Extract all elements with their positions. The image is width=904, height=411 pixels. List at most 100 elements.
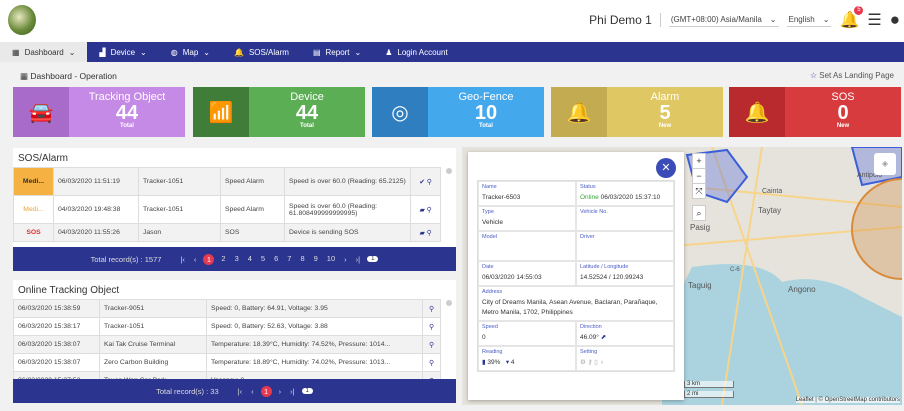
stat-card-1[interactable]: 📶 Device 44 Total	[193, 87, 365, 137]
first-page-button[interactable]: |‹	[180, 254, 185, 264]
location-pin-icon[interactable]: ⚲	[429, 323, 434, 331]
table-row[interactable]: 06/03/2020 15:38:07 Kai Tak Cruise Termi…	[13, 335, 441, 354]
page-button[interactable]: 2	[221, 253, 226, 263]
next-page-button[interactable]: ›	[344, 254, 347, 264]
page-button[interactable]: 7	[287, 253, 292, 263]
tracker-info-popup: ✕ Name Tracker-6503 Status Online 06/03/20…	[468, 152, 684, 400]
table-row[interactable]: Medi... 04/03/2020 19:48:38 Tracker-1051…	[13, 195, 441, 224]
prev-page-button[interactable]: ‹	[251, 386, 254, 396]
page-button[interactable]: 10	[326, 253, 336, 263]
location-pin-icon[interactable]: ⚲	[429, 341, 434, 349]
map-attribution[interactable]: Leaflet | © OpenStreetMap contributors	[795, 397, 900, 403]
nav-label: Device	[110, 47, 136, 57]
table-row[interactable]: 06/03/2020 15:38:59 Tracker-9051 Speed: …	[13, 299, 441, 318]
check-icon[interactable]: ✔	[419, 178, 425, 186]
layers-icon[interactable]: ◈	[874, 153, 896, 175]
location-pin-icon[interactable]: ⚲	[426, 229, 432, 237]
scrollbar[interactable]	[446, 168, 452, 174]
header: Phi Demo 1 (GMT+08:00) Asia/Manila ⌄ Engl…	[0, 0, 904, 42]
name-cell: Zero Carbon Building	[99, 353, 207, 372]
bell-icon: 🔔	[233, 47, 244, 57]
table-row[interactable]: Medi... 06/03/2020 11:51:19 Tracker-1051…	[13, 167, 441, 196]
date-cell: 04/03/2020 19:48:38	[53, 195, 139, 224]
page-button[interactable]: 4	[247, 253, 252, 263]
page-button[interactable]: 1	[260, 385, 272, 397]
date-cell: 04/03/2020 11:55:26	[53, 223, 139, 242]
zoom-out-button[interactable]: −	[692, 168, 706, 184]
nav-dashboard[interactable]: ▦ Dashboard ⌄	[0, 42, 88, 62]
page-select[interactable]: 1	[301, 388, 313, 394]
notification-bell-icon[interactable]: 🔔 5	[839, 6, 864, 30]
card-title: Device	[290, 91, 324, 103]
location-pin-icon[interactable]: ⚲	[429, 359, 434, 367]
scrollbar[interactable]	[446, 300, 452, 306]
dashboard-icon: ▦	[20, 71, 31, 81]
direction-arrow-icon: ⬈	[600, 334, 607, 341]
page-button[interactable]: 6	[274, 253, 279, 263]
fullscreen-icon[interactable]: ⤧	[692, 183, 706, 199]
stat-card-4[interactable]: 🔔 SOS 0 New	[729, 87, 901, 137]
nav-device[interactable]: ▟ Device ⌄	[87, 42, 158, 62]
nav-login-account[interactable]: ♟ Login Account	[373, 42, 459, 62]
search-icon[interactable]: ⌕	[692, 205, 706, 221]
nav-sos-alarm[interactable]: 🔔 SOS/Alarm	[222, 42, 301, 62]
card-sub: Total	[120, 123, 134, 129]
user-name: Phi Demo 1	[589, 13, 661, 27]
language-value: English	[788, 15, 815, 24]
location-pin-icon[interactable]: ⚲	[429, 305, 434, 313]
page-select[interactable]: 1	[367, 256, 379, 262]
place-label: Antipolo	[857, 172, 882, 179]
table-row[interactable]: 06/03/2020 15:38:17 Tracker-1051 Speed: …	[13, 317, 441, 336]
info-cell: Speed: 0, Battery: 52.63, Voltage: 3.88	[206, 317, 423, 336]
location-pin-icon[interactable]: ⚲	[429, 378, 434, 380]
stat-card-0[interactable]: 🚘 Tracking Object 44 Total	[13, 87, 185, 137]
table-row[interactable]: SOS 04/03/2020 11:55:26 Jason SOS Device…	[13, 223, 441, 242]
table-row[interactable]: 06/03/2020 15:38:07 Zero Carbon Building…	[13, 353, 441, 372]
folder-icon[interactable]: ▰	[419, 229, 425, 237]
set-landing-page-link[interactable]: ☆ Set As Landing Page	[810, 71, 894, 80]
field-label: Address	[482, 289, 503, 295]
page-title: Dashboard - Operation	[30, 71, 117, 81]
field-label: Setting	[580, 349, 598, 355]
star-icon: ☆	[809, 71, 818, 80]
globe-icon: ◍	[170, 47, 178, 57]
last-page-button[interactable]: ›|	[290, 386, 295, 396]
address-value: City of Dreams Manila, Asean Avenue, Bac…	[482, 299, 658, 316]
nav-map[interactable]: ◍ Map ⌄	[159, 42, 222, 62]
account-icon[interactable]: ●	[889, 10, 900, 29]
card-title: Tracking Object	[88, 91, 166, 103]
next-page-button[interactable]: ›	[278, 386, 282, 396]
stat-card-3[interactable]: 🔔 Alarm 5 New	[551, 87, 723, 137]
nav-label: Login Account	[397, 47, 448, 57]
speed-value: 0	[482, 334, 486, 341]
first-page-button[interactable]: |‹	[237, 386, 243, 396]
router-icon: 📶	[193, 87, 249, 137]
timezone-select[interactable]: (GMT+08:00) Asia/Manila ⌄	[668, 13, 779, 27]
card-title: Geo-Fence	[458, 91, 514, 103]
page-button[interactable]: 9	[313, 253, 318, 263]
page-button[interactable]: 1	[203, 253, 215, 265]
card-sub: Total	[300, 123, 314, 129]
language-select[interactable]: English ⌄	[786, 13, 832, 27]
table-row[interactable]: 06/03/2020 15:37:52 Tsuen Wan Car Park V…	[13, 371, 441, 380]
location-pin-icon[interactable]: ⚲	[426, 178, 432, 186]
location-pin-icon[interactable]: ⚲	[426, 206, 432, 214]
stat-card-2[interactable]: ◎ Geo-Fence 10 Total	[372, 87, 544, 137]
page-button[interactable]: 8	[300, 253, 305, 263]
type-cell: Speed Alarm	[220, 195, 285, 224]
folder-icon[interactable]: ▰	[419, 206, 425, 214]
close-button[interactable]: ✕	[656, 158, 676, 178]
menu-icon[interactable]: ☰	[867, 12, 882, 29]
nav-report[interactable]: ▤ Report ⌄	[301, 42, 373, 62]
card-sub: New	[658, 123, 672, 129]
logo[interactable]	[8, 5, 36, 35]
map[interactable]: Pasig Taytay Taguig Angono Cainta Antipo…	[462, 147, 902, 405]
chevron-down-icon: ⌄	[769, 15, 777, 24]
signal-icon: ▾	[505, 359, 510, 366]
device-icon: ▟	[99, 47, 106, 57]
prev-page-button[interactable]: ‹	[193, 254, 197, 264]
last-page-button[interactable]: ›|	[355, 254, 361, 264]
page-button[interactable]: 5	[260, 253, 266, 263]
zoom-in-button[interactable]: +	[692, 153, 706, 169]
page-button[interactable]: 3	[234, 253, 239, 263]
